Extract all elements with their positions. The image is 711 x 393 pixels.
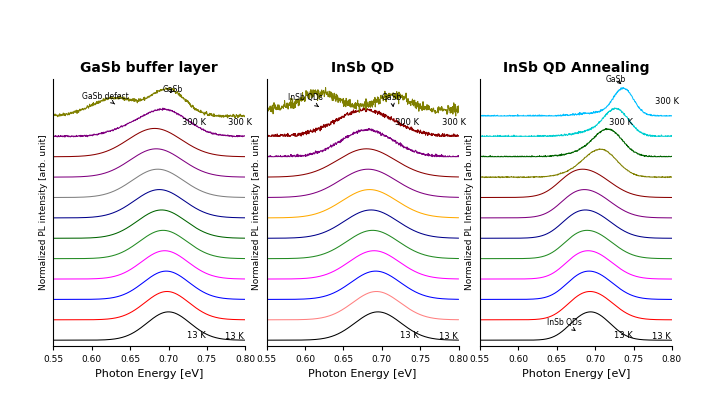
Text: GaSb: GaSb xyxy=(606,75,626,84)
Text: 300 K: 300 K xyxy=(442,118,466,127)
Y-axis label: Normalized PL Intensity [arb. unit]: Normalized PL Intensity [arb. unit] xyxy=(466,134,474,290)
Text: 13 K: 13 K xyxy=(400,331,419,340)
Title: GaSb buffer layer: GaSb buffer layer xyxy=(80,61,218,75)
X-axis label: Photon Energy [eV]: Photon Energy [eV] xyxy=(309,369,417,379)
Text: GaSb: GaSb xyxy=(382,93,402,107)
Text: InSb QDs: InSb QDs xyxy=(547,318,582,331)
Text: InSb QDs: InSb QDs xyxy=(288,93,323,107)
Text: 13 K: 13 K xyxy=(652,332,670,341)
Text: GaSb defect: GaSb defect xyxy=(82,92,129,104)
Text: 300 K: 300 K xyxy=(655,97,679,107)
Text: 300 K: 300 K xyxy=(609,118,633,127)
X-axis label: Photon Energy [eV]: Photon Energy [eV] xyxy=(522,369,630,379)
Title: InSb QD: InSb QD xyxy=(331,61,394,75)
Text: 13 K: 13 K xyxy=(439,332,457,341)
Title: InSb QD Annealing: InSb QD Annealing xyxy=(503,61,649,75)
Text: 300 K: 300 K xyxy=(228,118,252,127)
Text: 300 K: 300 K xyxy=(182,118,206,127)
Text: 13 K: 13 K xyxy=(614,331,633,340)
Text: GaSb: GaSb xyxy=(162,85,183,94)
Y-axis label: Normalized PL intensity [arb. unit]: Normalized PL intensity [arb. unit] xyxy=(39,134,48,290)
X-axis label: Photon Energy [eV]: Photon Energy [eV] xyxy=(95,369,203,379)
Y-axis label: Normalized PL intensity [arb. unit]: Normalized PL intensity [arb. unit] xyxy=(252,134,261,290)
Text: 300 K: 300 K xyxy=(395,118,419,127)
Text: 13 K: 13 K xyxy=(187,331,206,340)
Text: 13 K: 13 K xyxy=(225,332,244,341)
